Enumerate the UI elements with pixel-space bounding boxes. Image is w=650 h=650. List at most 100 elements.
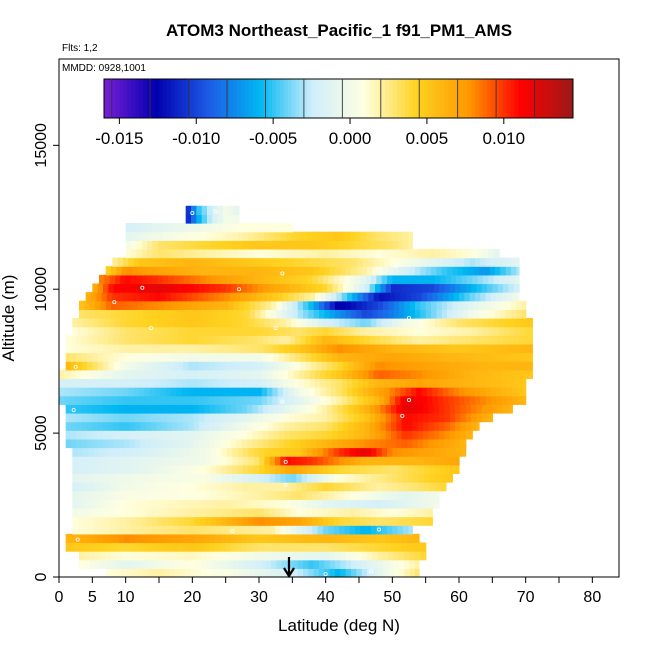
colorbar-swatch xyxy=(338,79,343,118)
heatmap-cell xyxy=(316,283,323,293)
heatmap-cell xyxy=(71,412,77,423)
heatmap-cell xyxy=(333,326,340,336)
heatmap-cell xyxy=(329,300,336,310)
heatmap-cell xyxy=(200,473,207,483)
heatmap-cell xyxy=(400,395,407,405)
heatmap-cell xyxy=(80,378,87,388)
heatmap-cell xyxy=(301,274,308,285)
heatmap-cell xyxy=(205,231,212,241)
heatmap-cell xyxy=(137,266,144,276)
heatmap-cell xyxy=(249,309,256,319)
heatmap-cell xyxy=(205,516,212,526)
heatmap-cell xyxy=(263,542,269,552)
heatmap-cell xyxy=(59,387,65,397)
heatmap-cell xyxy=(236,335,243,345)
heatmap-cell xyxy=(337,438,344,449)
heatmap-cell xyxy=(427,292,433,302)
heatmap-cell xyxy=(404,551,411,561)
heatmap-cell xyxy=(420,300,427,310)
heatmap-cell xyxy=(403,499,409,509)
heatmap-cell xyxy=(236,438,243,449)
heatmap-cell xyxy=(125,490,132,500)
heatmap-cell xyxy=(261,257,268,267)
heatmap-cell xyxy=(136,326,143,336)
heatmap-cell xyxy=(333,447,340,457)
heatmap-cell xyxy=(113,283,120,293)
heatmap-cell xyxy=(372,309,379,319)
heatmap-cell xyxy=(195,482,201,492)
heatmap-cell xyxy=(249,559,256,569)
sample-point xyxy=(213,209,218,214)
heatmap-cell xyxy=(152,525,159,535)
heatmap-cell xyxy=(316,335,323,345)
heatmap-cell xyxy=(380,412,387,423)
heatmap-cell xyxy=(501,257,508,267)
heatmap-cell xyxy=(199,542,205,552)
heatmap-cell xyxy=(348,352,355,362)
heatmap-cell xyxy=(341,387,348,397)
heatmap-cell xyxy=(64,378,71,388)
heatmap-cell xyxy=(109,318,116,328)
heatmap-cell xyxy=(120,318,127,328)
heatmap-cell xyxy=(161,438,168,449)
heatmap-cell xyxy=(168,447,175,457)
heatmap-cell xyxy=(237,507,244,518)
heatmap-cell xyxy=(304,369,311,380)
heatmap-cell xyxy=(311,404,317,414)
heatmap-cell xyxy=(309,395,316,405)
heatmap-cell xyxy=(156,404,163,414)
heatmap-cell xyxy=(423,430,429,440)
heatmap-cell xyxy=(327,412,333,423)
heatmap-cell xyxy=(392,318,399,328)
heatmap-cell xyxy=(315,378,321,388)
heatmap-cell xyxy=(397,516,404,526)
heatmap-cell xyxy=(423,438,429,449)
heatmap-cell xyxy=(435,473,441,483)
heatmap-cell xyxy=(517,369,524,380)
x-tick-label: 80 xyxy=(583,589,601,606)
heatmap-cell xyxy=(276,551,283,561)
heatmap-cell xyxy=(199,412,205,423)
heatmap-cell xyxy=(424,499,431,509)
heatmap-cell xyxy=(216,223,223,233)
heatmap-cell xyxy=(239,266,245,276)
heatmap-cell xyxy=(144,257,151,267)
heatmap-cell xyxy=(489,266,496,276)
heatmap-cell xyxy=(355,516,361,526)
heatmap-cell xyxy=(180,559,187,569)
heatmap-cell xyxy=(72,464,79,474)
heatmap-cell xyxy=(351,266,357,276)
heatmap-cell xyxy=(125,507,132,518)
heatmap-cell xyxy=(119,361,125,371)
heatmap-cell xyxy=(413,318,420,328)
heatmap-cell xyxy=(229,257,236,267)
heatmap-cell xyxy=(115,499,121,509)
heatmap-cell xyxy=(272,257,279,267)
heatmap-cell xyxy=(333,473,340,483)
heatmap-cell xyxy=(311,361,317,371)
heatmap-cell xyxy=(83,326,89,336)
heatmap-cell xyxy=(147,326,153,336)
heatmap-cell xyxy=(369,335,376,345)
heatmap-cell xyxy=(109,274,116,285)
heatmap-cell xyxy=(401,352,408,362)
heatmap-cell xyxy=(192,395,199,405)
heatmap-cell xyxy=(343,421,349,431)
heatmap-cell xyxy=(435,464,441,474)
heatmap-cell xyxy=(353,361,360,371)
heatmap-cell xyxy=(113,343,120,354)
heatmap-cell xyxy=(445,326,452,336)
heatmap-cell xyxy=(496,369,503,380)
heatmap-cell xyxy=(275,464,281,474)
heatmap-cell xyxy=(353,421,360,431)
heatmap-cell xyxy=(476,421,480,431)
heatmap-cell xyxy=(97,283,104,293)
heatmap-cell xyxy=(368,378,375,388)
heatmap-cell xyxy=(348,335,355,345)
heatmap-cell xyxy=(133,257,140,267)
heatmap-cell xyxy=(243,507,249,518)
heatmap-cell xyxy=(355,240,361,250)
heatmap-cell xyxy=(136,490,143,500)
heatmap-cell xyxy=(233,205,240,215)
heatmap-cell xyxy=(412,421,419,431)
